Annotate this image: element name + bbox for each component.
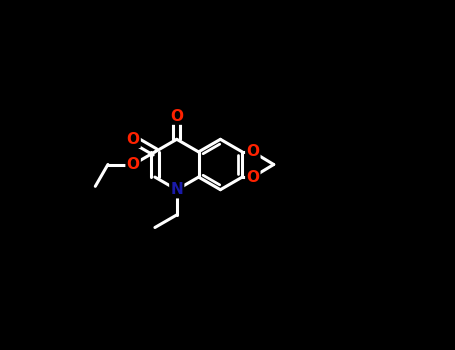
Text: O: O xyxy=(126,157,140,172)
Text: O: O xyxy=(170,108,183,124)
Text: O: O xyxy=(246,145,259,159)
Text: O: O xyxy=(246,170,259,184)
Text: O: O xyxy=(126,132,140,147)
Text: N: N xyxy=(170,182,183,197)
